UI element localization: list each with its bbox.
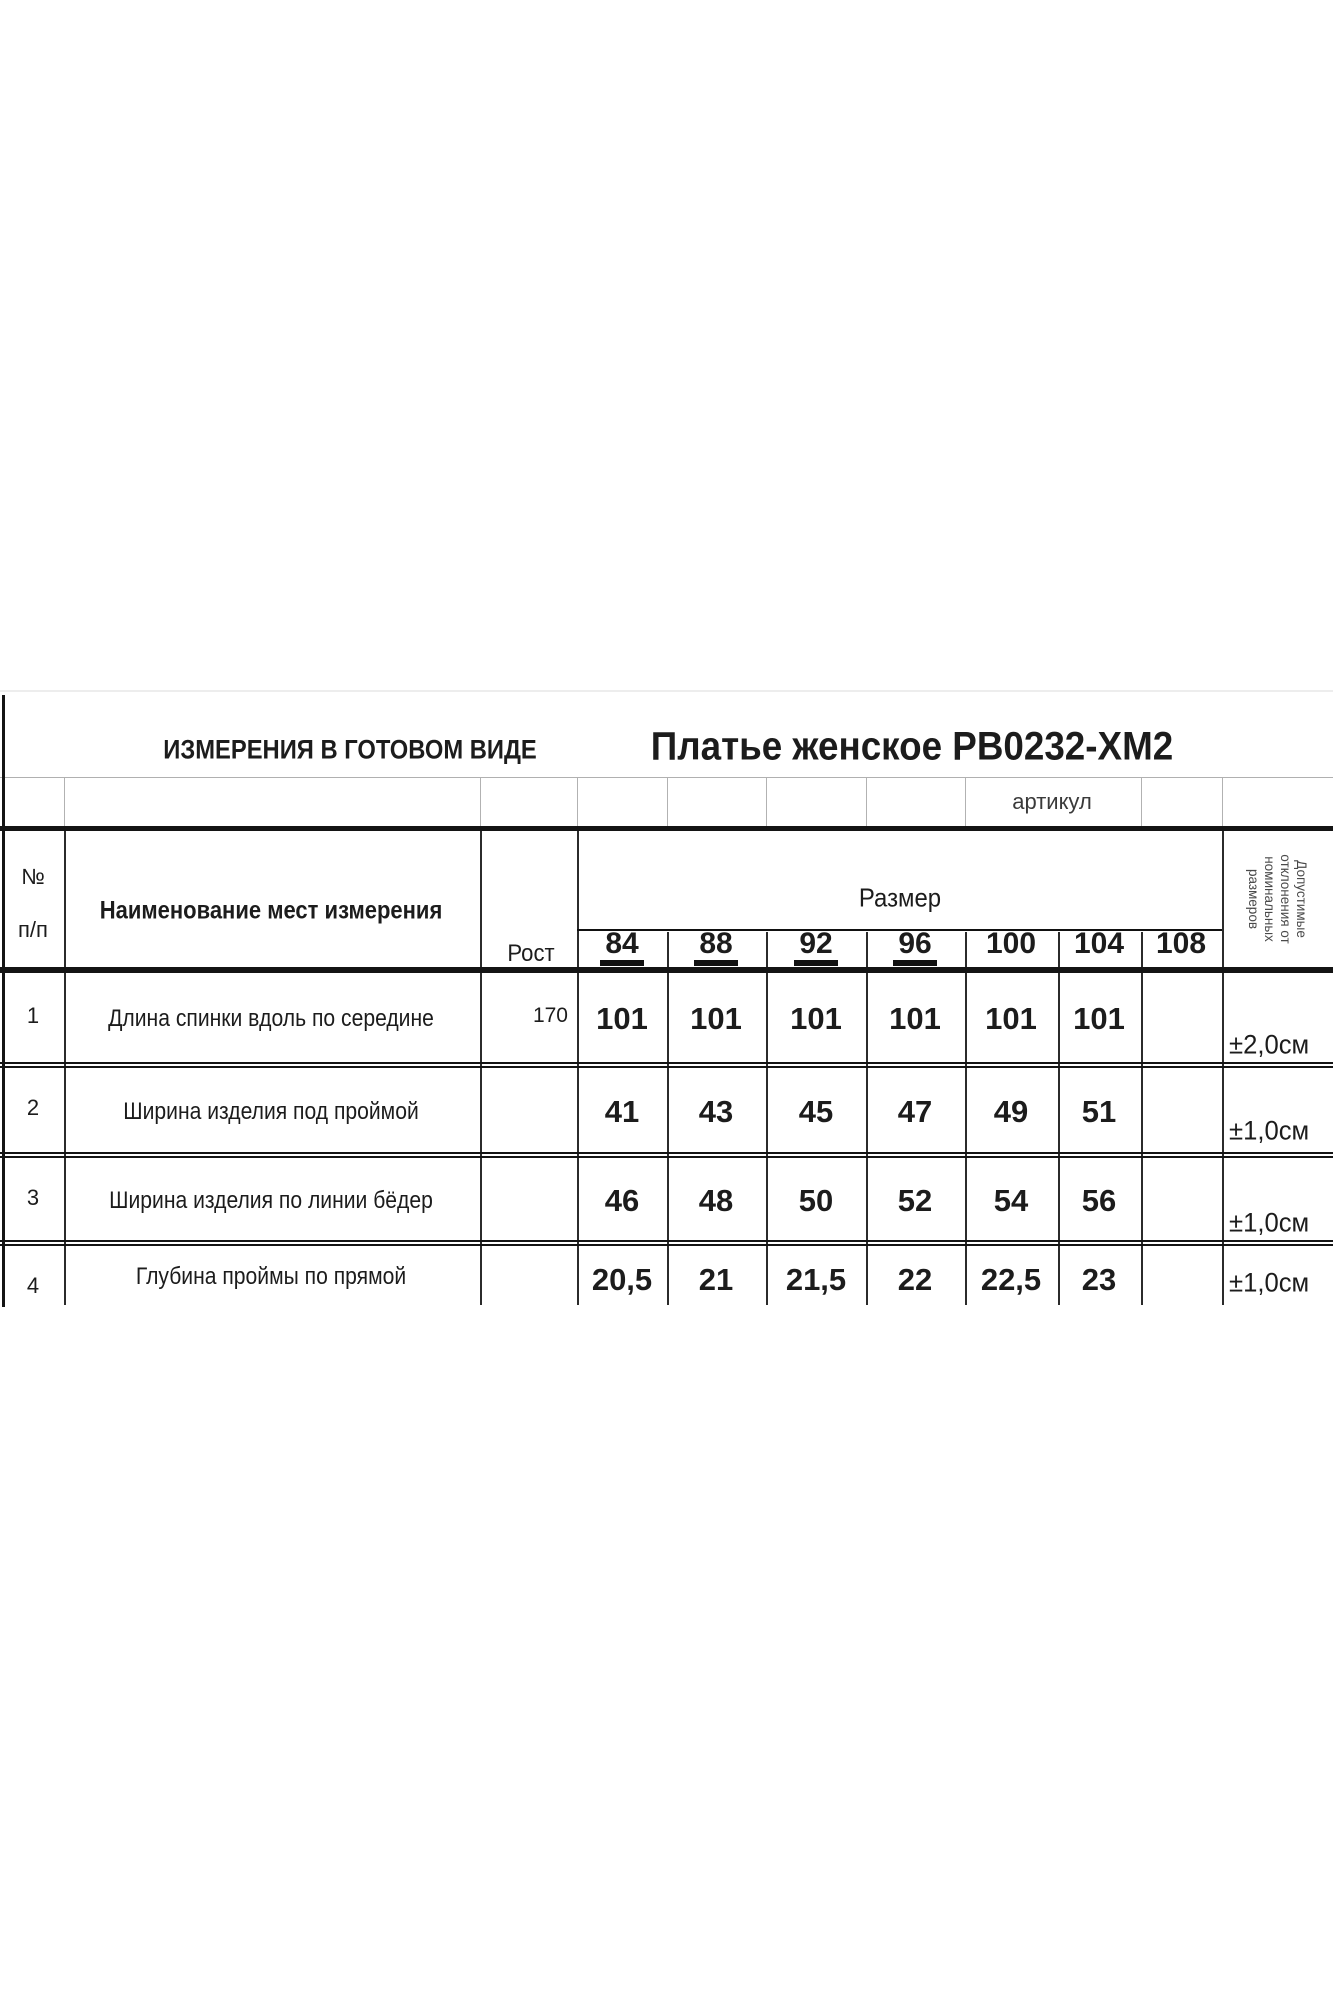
- size-col-88: 88: [699, 927, 733, 960]
- cell-value: 101: [889, 1001, 941, 1036]
- cell-value: 22,5: [980, 1262, 1042, 1297]
- row-separator: [0, 1152, 1333, 1154]
- faint-top-rule: [0, 690, 1333, 692]
- cell-value: 101: [985, 1001, 1037, 1036]
- cell-value: 45: [798, 1094, 834, 1129]
- header-bottom-border: [0, 967, 1333, 973]
- grid-line: [766, 932, 768, 1305]
- grid-line: [577, 778, 578, 826]
- razmer-underline: [577, 929, 1222, 931]
- size-col-96: 96: [898, 927, 932, 960]
- grid-line: [866, 932, 868, 1305]
- row-separator: [0, 1066, 1333, 1068]
- size-96-underline: [893, 960, 937, 966]
- tolerance-value: ±1,0см: [1229, 1115, 1310, 1146]
- cell-value: 49: [993, 1094, 1029, 1129]
- cell-value: 101: [690, 1001, 742, 1036]
- row-num: 2: [26, 1095, 40, 1120]
- tolerance-value: ±1,0см: [1229, 1267, 1310, 1298]
- row-separator: [0, 1240, 1333, 1242]
- cell-value: 101: [596, 1001, 648, 1036]
- cell-value: 51: [1081, 1094, 1117, 1129]
- row-measure-name: Глубина проймы по прямой: [135, 1263, 407, 1290]
- cell-value: 41: [604, 1094, 640, 1129]
- grid-line: [866, 778, 867, 826]
- grid-line: [480, 778, 481, 826]
- artikul-label: артикул: [1012, 789, 1092, 814]
- cell-value: 47: [897, 1094, 933, 1129]
- tolerance-value: ±1,0см: [1229, 1207, 1310, 1238]
- size-col-100: 100: [985, 927, 1037, 960]
- cell-value: 46: [604, 1183, 640, 1218]
- artikul-row-top-border: [0, 777, 1333, 778]
- row-measure-name: Ширина изделия под проймой: [123, 1098, 419, 1125]
- grid-line: [1222, 831, 1224, 1305]
- size-92-underline: [794, 960, 838, 966]
- grid-line: [965, 778, 966, 826]
- grid-line: [1141, 778, 1142, 826]
- grid-line: [766, 778, 767, 826]
- header-num-bottom: п/п: [18, 917, 48, 942]
- grid-line: [480, 831, 482, 1305]
- row-measure-name: Ширина изделия по линии бёдер: [109, 1187, 433, 1214]
- cell-value: 56: [1081, 1183, 1117, 1218]
- tolerance-column-header: Допустимые отклонения от номинальных раз…: [1246, 854, 1309, 944]
- size-84-underline: [600, 960, 644, 966]
- row-num: 3: [26, 1185, 40, 1210]
- row-measure-name: Длина спинки вдоль по середине: [108, 1005, 434, 1032]
- cell-value: 21,5: [785, 1262, 847, 1297]
- tolerance-value: ±2,0см: [1229, 1029, 1310, 1060]
- rost-value: 170: [532, 1004, 568, 1027]
- grid-line: [64, 778, 65, 826]
- row-separator: [0, 1156, 1333, 1158]
- header-top-border: [0, 826, 1333, 831]
- grid-line: [1222, 778, 1223, 826]
- cell-value: 50: [798, 1183, 834, 1218]
- size-col-108: 108: [1155, 927, 1207, 960]
- grid-line: [667, 932, 669, 1305]
- cell-value: 20,5: [591, 1262, 653, 1297]
- header-razmer: Размер: [858, 882, 942, 913]
- row-separator: [0, 1244, 1333, 1246]
- row-separator: [0, 1062, 1333, 1064]
- cell-value: 43: [698, 1094, 734, 1129]
- grid-line: [577, 831, 579, 1305]
- cell-value: 22: [897, 1262, 933, 1297]
- cell-value: 48: [698, 1183, 734, 1218]
- left-edge-border: [2, 695, 5, 1307]
- grid-line: [1058, 932, 1060, 1305]
- page-title: Платье женское РВ0232-ХМ2: [650, 724, 1174, 769]
- cell-value: 101: [790, 1001, 842, 1036]
- cell-value: 52: [897, 1183, 933, 1218]
- size-col-84: 84: [605, 927, 639, 960]
- row-num: 1: [26, 1003, 40, 1028]
- cell-value: 101: [1073, 1001, 1125, 1036]
- row-num: 4: [26, 1273, 40, 1298]
- grid-line: [667, 778, 668, 826]
- section-title: ИЗМЕРЕНИЯ В ГОТОВОМ ВИДЕ: [163, 734, 537, 765]
- grid-line: [64, 831, 66, 1305]
- header-measure-name: Наименование мест измерения: [99, 896, 443, 925]
- cell-value: 23: [1081, 1262, 1117, 1297]
- header-rost: Рост: [507, 940, 555, 967]
- size-col-92: 92: [799, 927, 833, 960]
- grid-line: [965, 932, 967, 1305]
- cell-value: 21: [698, 1262, 734, 1297]
- size-88-underline: [694, 960, 738, 966]
- size-col-104: 104: [1073, 927, 1125, 960]
- header-num-top: №: [21, 864, 45, 889]
- cell-value: 54: [993, 1183, 1029, 1218]
- grid-line: [1141, 932, 1143, 1305]
